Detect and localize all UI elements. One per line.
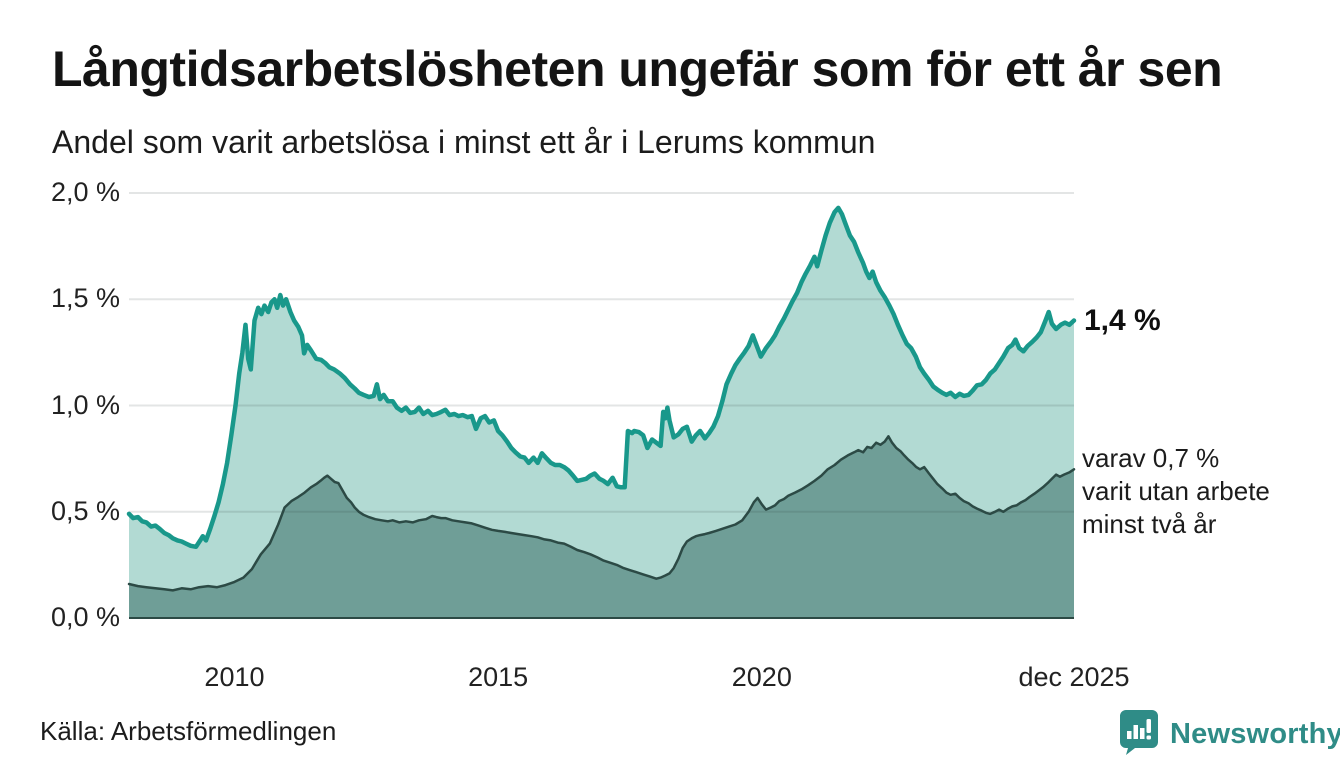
secondary-series-annotation: varav 0,7 % varit utan arbete minst två …	[1082, 442, 1270, 541]
y-axis-tick-label: 0,5 %	[50, 495, 120, 526]
annotation-line: varit utan arbete	[1082, 476, 1270, 506]
page-title: Långtidsarbetslösheten ungefär som för e…	[52, 41, 1223, 97]
x-axis-tick-label: 2015	[468, 662, 529, 692]
y-axis-tick-label: 2,0 %	[50, 177, 120, 207]
newsworthy-speech-bubble-bar-chart-icon	[1116, 708, 1160, 761]
line-long-term	[126, 205, 1077, 550]
y-axis-tick-label: 1,5 %	[50, 283, 120, 314]
annotation-line: varav 0,7 %	[1082, 443, 1220, 473]
line-very-long-term	[127, 435, 1076, 592]
y-axis-tick-label: 1,0 %	[50, 389, 120, 420]
chart-subtitle: Andel som varit arbetslösa i minst ett å…	[52, 124, 876, 160]
newsworthy-logo: Newsworthy	[1116, 708, 1340, 761]
end-value-label: 1,4 %	[1084, 304, 1161, 337]
y-axis-tick-label: 0,0 %	[50, 602, 120, 632]
newsworthy-logo-text: Newsworthy	[1170, 718, 1340, 750]
x-axis-tick-label: 2020	[731, 662, 792, 692]
x-axis-tick-label: 2010	[204, 662, 265, 692]
source-note: Källa: Arbetsförmedlingen	[40, 716, 337, 746]
annotation-line: minst två år	[1082, 509, 1217, 539]
x-axis-tick-label: dec 2025	[1018, 662, 1130, 692]
area-fill-very-long-term	[129, 436, 1074, 618]
